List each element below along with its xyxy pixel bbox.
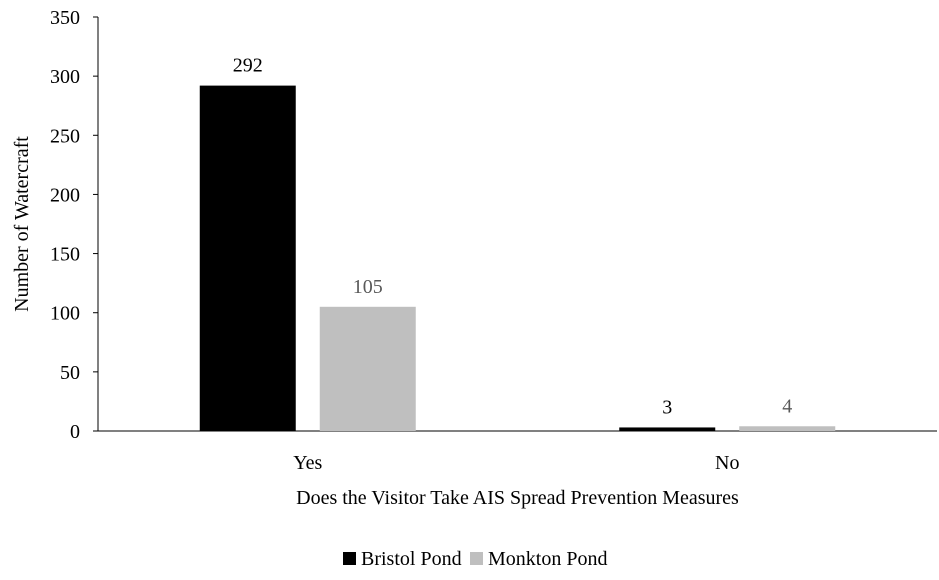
x-axis-label: Does the Visitor Take AIS Spread Prevent…	[296, 487, 739, 509]
legend: Bristol Pond Monkton Pond	[343, 548, 607, 570]
data-label: 105	[353, 276, 383, 298]
legend-label: Bristol Pond	[361, 548, 462, 570]
bars	[199, 85, 836, 431]
data-label: 4	[782, 395, 792, 417]
data-labels: 292 105 3 4	[233, 55, 793, 419]
legend-label: Monkton Pond	[488, 548, 607, 570]
bar-monkton-pond-no	[739, 426, 836, 431]
y-tick-label: 50	[60, 362, 80, 384]
data-label: 3	[662, 396, 672, 418]
y-tick-label: 350	[50, 7, 80, 29]
y-tick-label: 250	[50, 125, 80, 147]
y-tick-label: 150	[50, 244, 80, 266]
bar-monkton-pond-yes	[319, 306, 416, 431]
y-axis-label: Number of Watercraft	[11, 136, 33, 312]
y-tick-label: 0	[70, 421, 80, 443]
bar-bristol-pond-yes	[199, 85, 296, 431]
legend-swatch	[470, 552, 483, 565]
y-axis-ticks: 0 50 100 150 200 250 300 350	[50, 7, 98, 443]
bar-bristol-pond-no	[619, 427, 716, 431]
legend-swatch	[343, 552, 356, 565]
y-tick-label: 100	[50, 303, 80, 325]
data-label: 292	[233, 55, 263, 77]
x-tick-label: Yes	[293, 452, 322, 474]
x-axis-categories: Yes No	[293, 452, 739, 474]
y-tick-label: 200	[50, 184, 80, 206]
y-tick-label: 300	[50, 66, 80, 88]
x-tick-label: No	[715, 452, 739, 474]
